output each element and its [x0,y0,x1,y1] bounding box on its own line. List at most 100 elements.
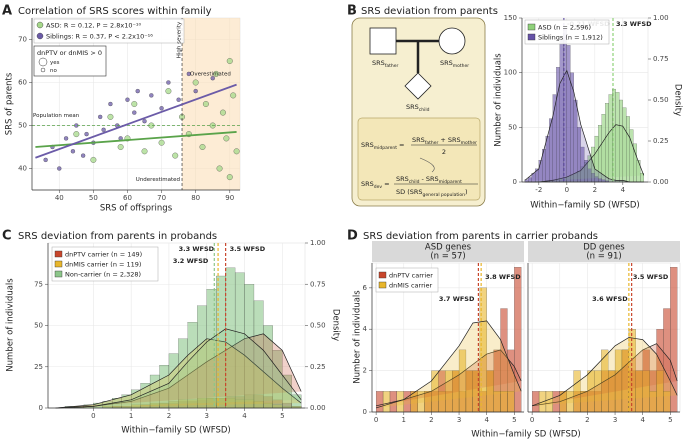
size-legend-label: no [50,68,57,74]
scatter-point [166,80,171,85]
y2-tick-label: 0.00 [653,178,669,186]
legend-label: dnPTV carrier (n = 149) [65,251,142,259]
y2-tick-label: 0.50 [310,322,326,330]
y2-tick-label: 0.75 [653,55,669,63]
scatter-point [202,101,209,107]
scatter-point [216,165,223,172]
y-tick-label: 75 [34,280,43,288]
scatter-point [172,152,179,159]
y-tick-label: 50 [34,322,43,330]
scatter-point [165,88,172,95]
x-tick-label: 4 [621,186,626,194]
scatter-point [158,139,165,146]
scatter-point [80,153,86,158]
mean-label: 3.7 WFSD [439,295,475,303]
srs-diagram: SRSfather SRSmother SRSchild SRSmidparen… [351,17,486,207]
scatter-point [192,79,199,86]
y2-tick-label: 0.50 [653,96,669,104]
legend-label: Siblings: R = 0.37, P < 2.2x10⁻¹⁶ [46,33,153,41]
density-curve [375,320,522,409]
facet-title: ASD genes [425,243,472,253]
x-tick-label: 3 [205,412,209,420]
x-tick-label: 1 [558,416,562,424]
father-label: SRSfather [372,59,399,69]
panel-title: SRS deviation from parents in carrier pr… [363,231,598,242]
facet-title: (n = 57) [430,252,465,262]
scatter-point [142,119,147,124]
scatter-point [101,127,106,132]
size-legend-label: yes [50,60,60,66]
x-tick-label: 50 [89,194,98,202]
y2-axis-label: Density [673,84,683,116]
scatter-point [159,106,164,111]
y-tick-label: 0 [363,408,367,416]
legend-label: dnPTV carrier [389,272,433,280]
scatter-point [199,144,206,150]
mean-label: 3.8 WFSD [485,273,521,281]
x-tick-label: 5 [512,416,516,424]
y-axis-label: Number of individuals [353,290,363,384]
density-curve [532,343,678,407]
y-axis-label: SRS of parents [5,72,15,135]
scatter-point [226,174,233,181]
scatter-point [210,76,215,81]
legend-swatch [527,23,536,31]
panel-title: SRS deviation from parents [361,6,498,17]
y-tick-label: 0 [39,404,43,412]
histogram-bar [376,391,384,413]
size-legend-marker [40,67,46,73]
y-tick-label: 4 [363,325,368,333]
y2-tick-label: 1.00 [653,14,669,22]
x-tick-label: 3 [457,416,461,424]
x-tick-label: 0 [530,416,534,424]
mean-label: 3.5 WFSD [633,273,669,281]
scatter-point [70,149,76,154]
y2-tick-label: 1.00 [310,239,326,247]
mean-label: 3.3 WFSD [179,245,215,253]
size-legend-marker [38,57,48,67]
legend-label: dnMIS carrier (n = 119) [65,261,141,269]
x-tick-label: 4 [484,416,489,424]
y-tick-label: 50 [508,123,517,131]
y-axis-label: Number of individuals [494,53,504,147]
mean-label: 3.6 WFSD [592,295,628,303]
scatter-point [73,131,80,138]
y-tick-label: 60 [18,79,27,87]
y2-tick-label: 0.00 [310,404,326,412]
legend-label: Siblings (n = 1,912) [538,34,603,42]
x-tick-label: 0 [565,186,569,194]
legend-box [33,18,185,44]
panel-title: SRS deviation from parents in probands [18,231,217,242]
y2-tick-label: 0.25 [310,363,326,371]
father-node [369,27,397,55]
scatter-point [149,93,154,98]
y-tick-label: 0 [513,178,517,186]
fit-line [35,83,237,159]
mean-label: 3.5 WFSD [230,245,266,253]
scatter-point [213,70,220,77]
legend-box [375,267,439,293]
x-tick-label: 5 [280,412,284,420]
annotation: High severity [177,21,183,58]
midparent-numerator: SRSfather + SRSmother [412,136,477,146]
legend-marker [36,21,44,29]
scatter-point [63,136,69,141]
y-tick-label: 6 [363,284,368,292]
formula-arrow [419,157,435,173]
legend-swatch [378,271,387,279]
facet-title: (n = 91) [586,252,621,262]
x-tick-label: 1 [129,412,133,420]
scatter-point [176,97,181,102]
histogram-bar [507,391,515,413]
x-tick-label: 60 [123,194,132,202]
x-tick-label: 0 [91,412,95,420]
scatter-point [226,58,233,64]
fit-line [35,131,237,148]
scatter-point [230,92,237,99]
child-label: SRSchild [406,103,430,113]
scatter-point [186,71,192,77]
x-tick-label: 70 [157,194,166,202]
y-tick-label: 70 [18,36,27,44]
density-curve [55,328,302,409]
